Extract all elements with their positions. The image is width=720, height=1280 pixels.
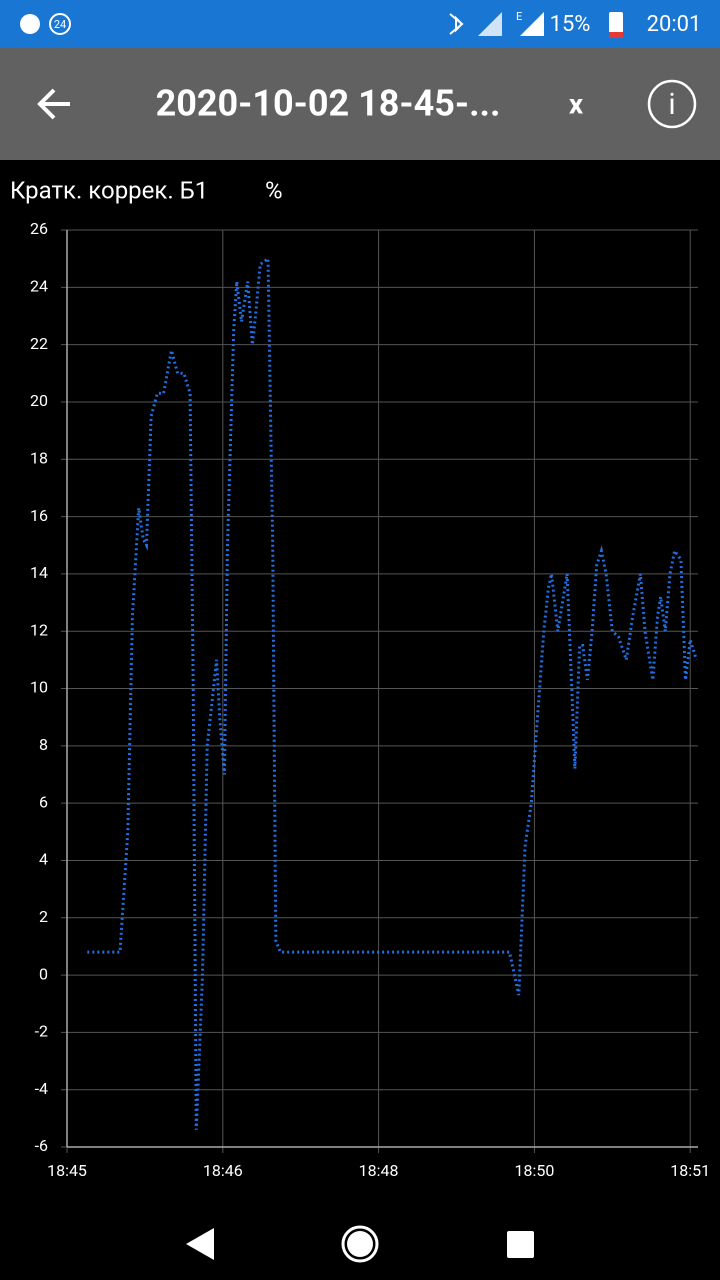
battery-percent: 15% — [550, 12, 591, 37]
close-button[interactable]: x — [569, 87, 584, 120]
network-type: E — [516, 10, 522, 23]
y-tick-label: 12 — [30, 620, 48, 639]
y-tick-label: -4 — [35, 1079, 48, 1098]
x-tick-label: 18:50 — [514, 1161, 554, 1180]
y-tick-label: -2 — [35, 1022, 48, 1041]
y-tick-label: 10 — [30, 678, 48, 697]
badge-text: 24 — [54, 18, 66, 31]
chart-title: Кратк. коррек. Б1 — [10, 176, 208, 204]
y-tick-label: 4 — [39, 850, 48, 869]
nav-home[interactable] — [341, 1225, 379, 1263]
y-tick-label: 2 — [39, 907, 48, 926]
badge-icon — [49, 13, 71, 35]
app-bar — [0, 48, 720, 160]
chart-unit: % — [265, 176, 283, 204]
y-tick-label: -6 — [35, 1136, 48, 1155]
y-tick-label: 14 — [30, 563, 48, 582]
y-tick-label: 20 — [30, 391, 48, 410]
x-tick-label: 18:48 — [359, 1161, 399, 1180]
nav-recent[interactable] — [507, 1231, 534, 1258]
x-tick-label: 18:46 — [203, 1161, 243, 1180]
info-text: i — [668, 87, 675, 122]
app-title: 2020-10-02 18-45-... — [156, 83, 501, 125]
y-tick-label: 6 — [39, 792, 48, 811]
y-tick-label: 24 — [30, 277, 48, 296]
y-tick-label: 18 — [30, 448, 48, 467]
clock: 20:01 — [647, 12, 702, 37]
info-button[interactable] — [647, 79, 697, 129]
phone-icon — [20, 14, 40, 34]
battery-icon — [609, 12, 623, 38]
y-tick-label: 8 — [39, 735, 48, 754]
back-button[interactable] — [37, 88, 70, 120]
y-tick-label: 26 — [30, 219, 48, 238]
nav-home-dot — [347, 1231, 373, 1257]
signal-icon — [478, 12, 502, 36]
y-tick-label: 22 — [30, 334, 48, 353]
bluetooth-icon — [449, 13, 464, 35]
x-tick-label: 18:51 — [670, 1161, 710, 1180]
signal-icon — [520, 12, 544, 36]
status-bar — [0, 0, 720, 48]
y-tick-label: 16 — [30, 506, 48, 525]
y-tick-label: 0 — [39, 964, 48, 983]
nav-back[interactable] — [186, 1228, 214, 1260]
x-tick-label: 18:45 — [47, 1161, 87, 1180]
battery-level — [609, 32, 623, 38]
data-line — [87, 255, 698, 1130]
